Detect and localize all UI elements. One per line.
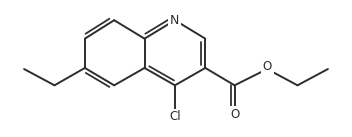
Text: O: O bbox=[263, 60, 272, 73]
Text: Cl: Cl bbox=[169, 110, 181, 123]
Text: N: N bbox=[170, 14, 180, 27]
Text: O: O bbox=[230, 108, 239, 121]
